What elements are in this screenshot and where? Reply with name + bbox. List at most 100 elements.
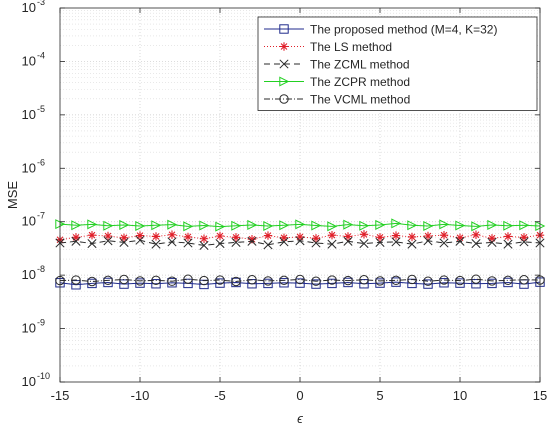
series-3-point	[279, 237, 289, 247]
x-tick-label: -5	[214, 388, 226, 403]
series-2-point	[231, 233, 241, 242]
series-2-point	[503, 232, 513, 241]
series-5-point	[103, 275, 113, 286]
series-3-point	[167, 237, 177, 247]
series-5-point	[407, 274, 417, 285]
legend-label: The VCML method	[310, 93, 410, 107]
series-3-point	[391, 237, 401, 247]
y-tick-label: 10	[22, 107, 36, 122]
series-4-point	[295, 219, 306, 230]
series-1-point	[423, 279, 433, 289]
series-5-point	[247, 275, 257, 285]
series-1-point	[359, 279, 369, 289]
y-tick-label: 10	[22, 214, 36, 229]
series-5-point	[71, 275, 81, 285]
series-2-point	[487, 234, 497, 243]
series-2-point	[423, 231, 433, 241]
legend-item: The LS method	[264, 40, 392, 54]
series-3-point	[423, 236, 433, 246]
series-2-point	[247, 235, 257, 244]
series-4-point	[199, 220, 210, 231]
series-5-point	[167, 276, 177, 286]
series-3-point	[119, 237, 129, 247]
series-2-point	[103, 231, 113, 241]
y-tick-label: 10	[22, 374, 36, 389]
series-5-point	[135, 276, 145, 286]
series-1-point	[327, 278, 337, 289]
series-1-point	[71, 280, 81, 290]
series-2-point	[343, 232, 353, 241]
series-1-point	[295, 278, 305, 288]
series-3-point	[199, 240, 209, 250]
series-2-point	[327, 230, 337, 240]
y-tick-exponent: -6	[37, 157, 45, 167]
series-4-point	[87, 219, 98, 230]
series-4-point	[503, 220, 514, 231]
series-5-point	[199, 275, 209, 286]
legend-item: The ZCML method	[264, 58, 410, 72]
series-3-point	[247, 236, 257, 246]
series-4-point	[119, 219, 130, 230]
legend-item: The proposed method (M=4, K=32)	[264, 23, 497, 37]
series-1-point	[151, 279, 161, 289]
series-4-point	[375, 219, 386, 230]
x-axis-label: ϵ	[297, 411, 303, 426]
series-3-point	[519, 237, 529, 247]
series-3	[55, 235, 545, 250]
legend-label: The ZCML method	[310, 58, 410, 72]
series-1-point	[439, 278, 449, 288]
series-4-point	[71, 220, 82, 231]
series-3-point	[215, 239, 225, 249]
x-tick-label: -15	[51, 388, 70, 403]
series-layer	[55, 218, 546, 290]
y-tick-exponent: -10	[37, 371, 50, 381]
series-5	[55, 274, 545, 287]
x-tick-label: 10	[453, 388, 467, 403]
series-2-point	[167, 230, 177, 239]
series-5-point	[423, 276, 433, 286]
y-tick-exponent: -4	[37, 50, 45, 60]
series-2-point	[215, 231, 225, 241]
series-1-point	[487, 278, 497, 289]
y-tick-label: 10	[22, 321, 36, 336]
series-4-point	[279, 220, 290, 231]
series-2-point	[183, 232, 193, 242]
series-5-point	[87, 276, 97, 287]
series-2-point	[279, 233, 289, 242]
series-5-point	[455, 275, 465, 286]
x-tick-label: 5	[376, 388, 383, 403]
series-3-point	[343, 236, 353, 246]
series-3-point	[375, 237, 385, 247]
legend-label: The ZCPR method	[310, 75, 410, 89]
y-tick-label: 10	[22, 160, 36, 175]
series-4-point	[471, 221, 482, 232]
y-tick-exponent: -5	[37, 104, 45, 114]
series-4-line	[59, 222, 541, 228]
series-1-point	[279, 278, 289, 288]
series-3-point	[231, 237, 241, 247]
series-4-point	[135, 221, 146, 232]
y-tick-label: 10	[22, 267, 36, 282]
series-5-point	[503, 275, 513, 286]
series-4-point	[519, 220, 530, 231]
legend-label: The LS method	[310, 40, 392, 54]
series-5-point	[487, 276, 497, 286]
series-5-point	[231, 276, 241, 287]
series-2-point	[119, 233, 129, 242]
series-2-point	[439, 230, 449, 240]
legend-box	[257, 16, 538, 111]
legend-marker	[279, 42, 289, 51]
series-1-point	[375, 278, 385, 288]
series-1-line	[59, 281, 541, 286]
series-1-point	[503, 277, 513, 288]
series-2-point	[263, 231, 273, 240]
series-5-line	[59, 278, 541, 283]
series-3-point	[183, 238, 193, 248]
series-1-point	[215, 278, 225, 288]
series-1-point	[183, 278, 193, 289]
series-4-point	[247, 219, 258, 230]
series-3-point	[295, 236, 305, 246]
series-3-point	[471, 239, 481, 249]
series-1-point	[455, 278, 465, 288]
